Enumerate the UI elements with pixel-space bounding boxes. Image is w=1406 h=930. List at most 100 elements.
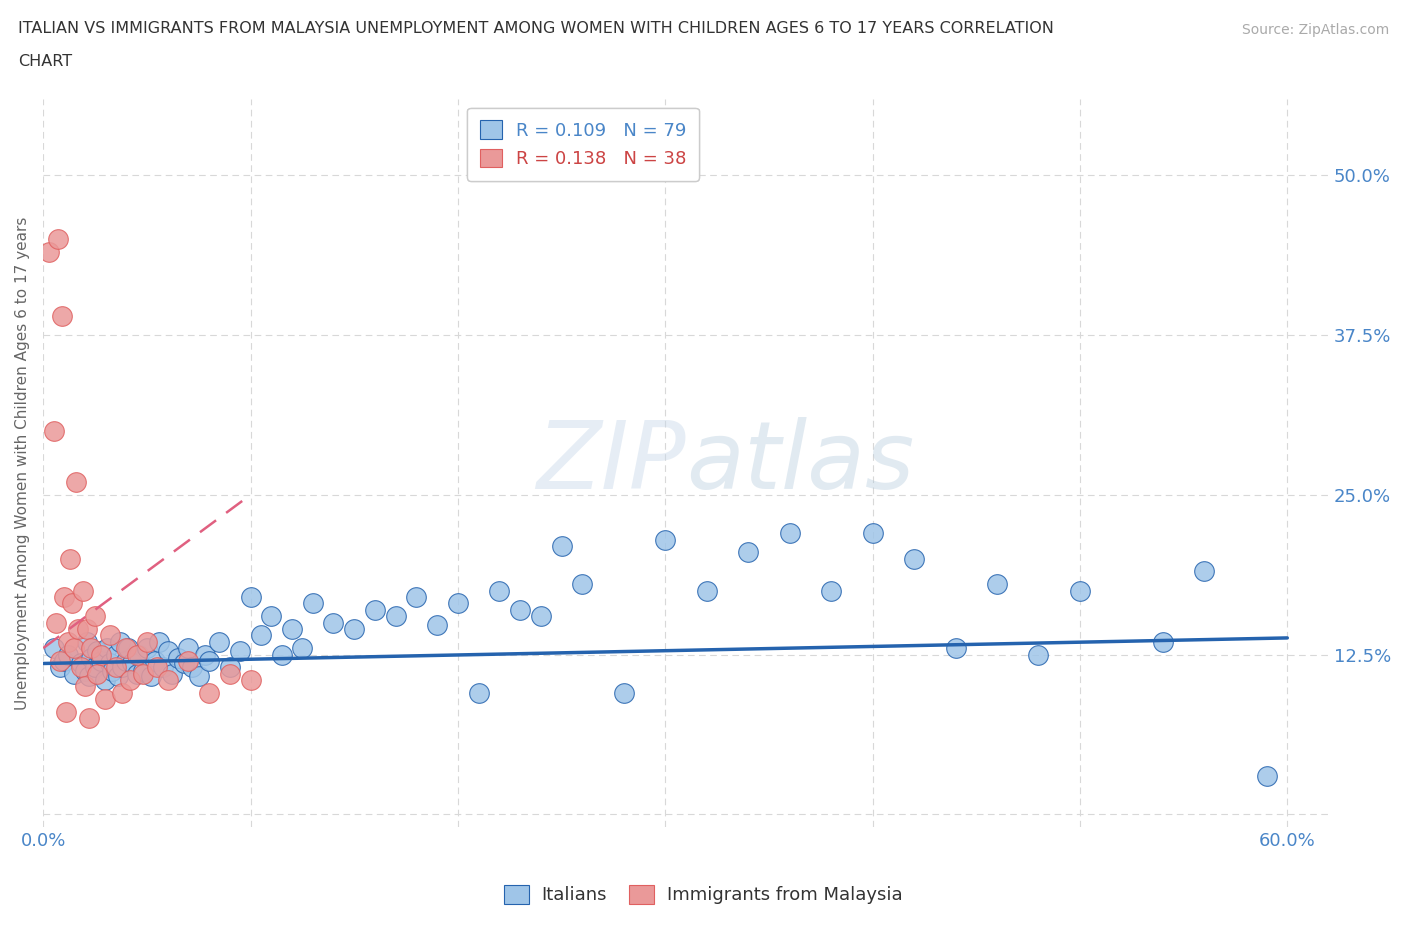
Point [98,628,121,643]
Point [239,590,262,604]
Point [820,583,842,598]
Point [73,679,96,694]
Point [384,609,406,624]
Point [49,660,72,675]
Point [737,545,759,560]
Point [107,669,129,684]
Point [42,423,65,438]
Point [90,654,112,669]
Point [229,644,252,658]
Point [779,525,801,540]
Legend: Italians, Immigrants from Malaysia: Italians, Immigrants from Malaysia [496,878,910,911]
Point [56,634,79,649]
Point [63,666,86,681]
Point [488,583,510,598]
Point [322,615,344,630]
Point [128,647,150,662]
Point [55,705,77,720]
Point [135,641,157,656]
Point [52,590,75,604]
Point [301,596,323,611]
Point [177,654,200,669]
Point [77,669,100,684]
Point [270,647,292,662]
Point [177,641,200,656]
Point [80,651,103,666]
Point [173,656,195,671]
Point [132,664,155,679]
Point [167,651,190,666]
Point [94,672,117,687]
Point [509,603,531,618]
Point [108,634,131,649]
Point [696,583,718,598]
Point [72,583,94,598]
Point [98,656,121,671]
Point [84,609,107,624]
Point [115,654,138,669]
Point [152,660,174,675]
Point [67,621,90,636]
Point [117,641,139,656]
Point [76,621,98,636]
Point [104,660,127,675]
Point [291,641,314,656]
Point [447,596,470,611]
Point [111,660,134,675]
Point [1069,583,1091,598]
Point [38,245,60,259]
Point [260,609,283,624]
Point [343,621,366,636]
Point [104,647,127,662]
Point [986,577,1008,591]
Point [194,647,217,662]
Point [218,666,240,681]
Point [52,654,75,669]
Point [1256,768,1278,783]
Point [60,596,83,611]
Point [111,685,134,700]
Point [135,634,157,649]
Point [115,641,138,656]
Point [132,666,155,681]
Point [160,666,183,681]
Point [571,577,593,591]
Point [77,711,100,726]
Point [125,647,148,662]
Point [208,634,231,649]
Point [69,660,91,675]
Point [125,666,148,681]
Point [84,660,107,675]
Point [148,634,170,649]
Point [120,672,142,687]
Point [198,685,221,700]
Point [1194,564,1216,578]
Point [218,660,240,675]
Point [654,532,676,547]
Point [69,656,91,671]
Point [198,654,221,669]
Point [239,672,262,687]
Point [90,647,112,662]
Text: atlas: atlas [686,418,914,509]
Point [51,309,73,324]
Point [143,654,166,669]
Point [862,525,884,540]
Point [250,628,273,643]
Point [59,551,82,566]
Point [156,672,179,687]
Point [73,664,96,679]
Text: CHART: CHART [18,54,72,69]
Point [100,664,122,679]
Point [945,641,967,656]
Point [1028,647,1050,662]
Point [1152,634,1174,649]
Point [86,644,108,658]
Point [46,232,69,246]
Text: ITALIAN VS IMMIGRANTS FROM MALAYSIA UNEMPLOYMENT AMONG WOMEN WITH CHILDREN AGES : ITALIAN VS IMMIGRANTS FROM MALAYSIA UNEM… [18,21,1054,36]
Point [426,618,449,632]
Point [364,603,387,618]
Point [56,647,79,662]
Point [146,660,169,675]
Point [187,669,209,684]
